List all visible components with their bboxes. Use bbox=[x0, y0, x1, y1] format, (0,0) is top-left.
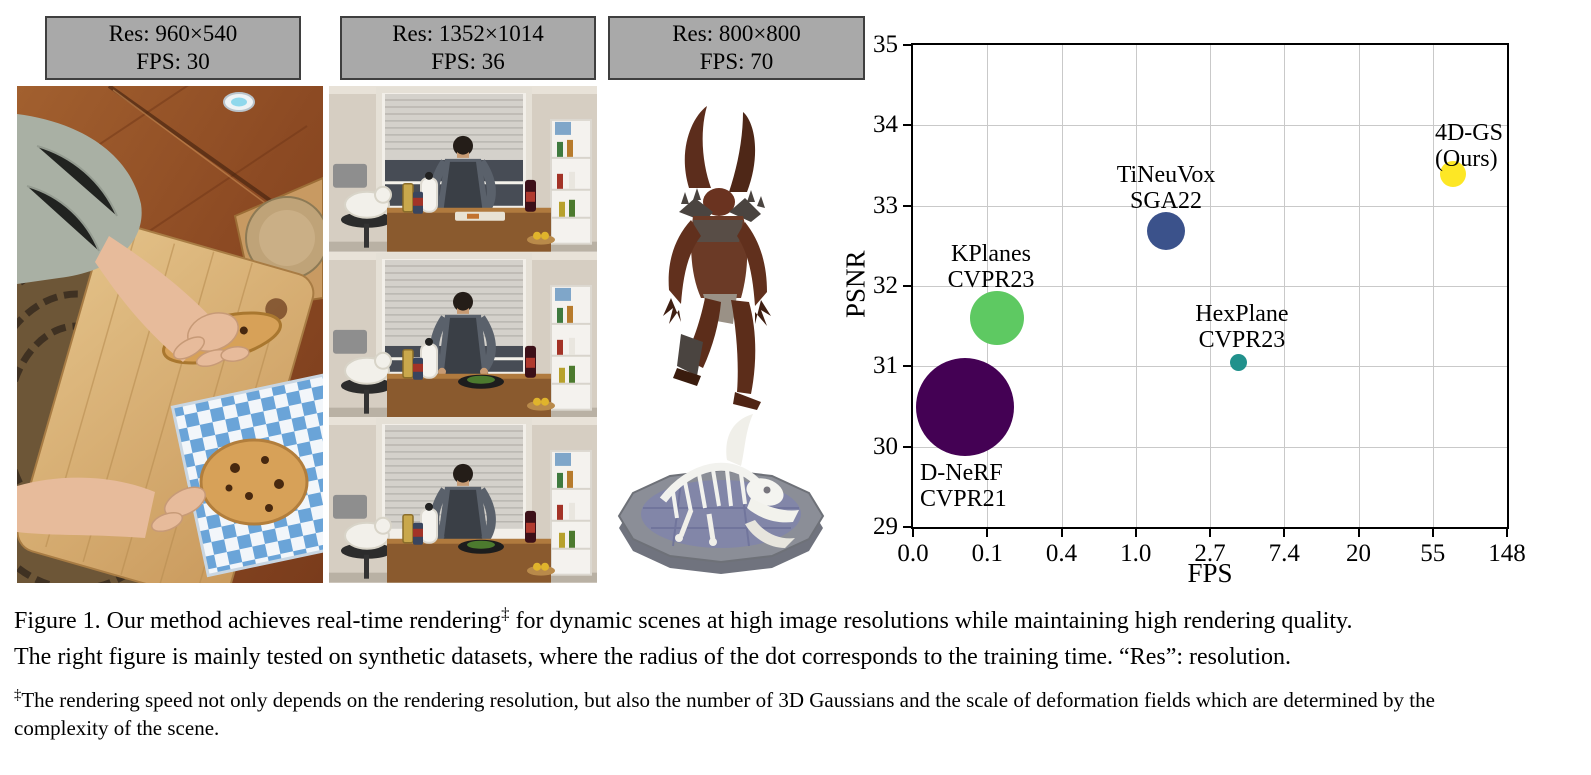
trex-skeleton bbox=[659, 414, 799, 548]
footnote-line-1: ‡The rendering speed not only depends on… bbox=[14, 687, 1435, 712]
photo-cookie-scene bbox=[17, 86, 323, 583]
y-tick-label: 32 bbox=[873, 272, 898, 299]
res-fps-box-cookie: Res: 960×540 FPS: 30 bbox=[45, 16, 301, 80]
chart-bubble-label: TiNeuVox SGA22 bbox=[1116, 162, 1216, 215]
y-tick-mark bbox=[903, 526, 911, 528]
res-label: Res: 800×800 bbox=[672, 21, 801, 46]
grid-horizontal bbox=[913, 286, 1507, 287]
cook-figure bbox=[430, 464, 496, 549]
y-tick-mark bbox=[903, 365, 911, 368]
kitchen-frame-2 bbox=[329, 251, 597, 418]
x-tick-label: 55 bbox=[1420, 540, 1446, 567]
dog-on-stool bbox=[341, 517, 393, 580]
synthetic-renders-illustration bbox=[617, 106, 825, 574]
caption-line-1: Figure 1. Our method achieves real-time … bbox=[14, 604, 1353, 634]
x-tick-mark bbox=[912, 529, 914, 537]
y-tick-mark bbox=[903, 285, 911, 287]
footnote-line-2: complexity of the scene. bbox=[14, 716, 220, 740]
fps-label: FPS: 70 bbox=[699, 49, 774, 74]
chart-bubble-label: D-NeRF CVPR21 bbox=[919, 459, 1007, 512]
chart-bubble-label: HexPlane CVPR23 bbox=[1195, 301, 1289, 354]
chart-bubble bbox=[970, 291, 1024, 346]
kitchen-illustration bbox=[329, 417, 597, 583]
x-tick-mark bbox=[1506, 529, 1508, 537]
photo-kitchen-sequence bbox=[329, 86, 597, 583]
x-tick-label: 0.0 bbox=[897, 540, 929, 567]
counter bbox=[387, 503, 555, 583]
y-tick-label: 29 bbox=[873, 513, 898, 540]
x-tick-mark bbox=[1060, 529, 1063, 537]
kitchen-frame-3 bbox=[329, 417, 597, 583]
y-tick-label: 35 bbox=[873, 31, 898, 58]
res-fps-box-kitchen: Res: 1352×1014 FPS: 36 bbox=[340, 16, 596, 80]
x-tick-label: 0.1 bbox=[971, 540, 1003, 567]
x-tick-label: 20 bbox=[1346, 540, 1371, 567]
dagger-mark: ‡ bbox=[14, 687, 22, 703]
chart-bubble bbox=[915, 357, 1014, 456]
caption-line-2: The right figure is mainly tested on syn… bbox=[14, 644, 1292, 670]
grid-horizontal bbox=[913, 205, 1507, 207]
chart-bubble bbox=[1147, 212, 1186, 251]
chart-bubble bbox=[1439, 160, 1466, 187]
side-items bbox=[333, 118, 592, 245]
counter bbox=[387, 337, 555, 418]
y-tick-label: 33 bbox=[873, 191, 898, 219]
grid-horizontal bbox=[913, 125, 1507, 127]
x-tick-label: 148 bbox=[1488, 540, 1526, 567]
fps-label: FPS: 36 bbox=[431, 49, 505, 74]
counter bbox=[387, 171, 555, 252]
sleeve-and-arms bbox=[17, 114, 250, 538]
y-tick-mark bbox=[903, 124, 911, 127]
x-axis-label: FPS bbox=[1187, 558, 1233, 588]
chart-bubble-label: KPlanes CVPR23 bbox=[947, 241, 1035, 294]
y-tick-mark bbox=[903, 445, 911, 448]
x-tick-label: 1.0 bbox=[1120, 540, 1152, 567]
bottle-cap bbox=[223, 92, 255, 112]
x-tick-mark bbox=[1431, 529, 1434, 537]
panel-synthetic-renders bbox=[597, 86, 865, 583]
x-tick-mark bbox=[986, 529, 989, 537]
fps-label: FPS: 30 bbox=[136, 49, 210, 74]
cookie-on-napkin bbox=[199, 438, 309, 526]
plot-frame bbox=[911, 43, 1509, 529]
y-tick-mark bbox=[903, 204, 911, 207]
x-tick-mark bbox=[1357, 529, 1360, 537]
chart-bubble bbox=[1230, 353, 1248, 371]
kitchen-illustration bbox=[329, 251, 597, 418]
side-items bbox=[333, 450, 592, 577]
kitchen-illustration bbox=[329, 86, 597, 252]
res-label: Res: 1352×1014 bbox=[392, 21, 544, 46]
chart-bubble-label: 4D-GS (Ours) bbox=[1434, 119, 1503, 172]
x-tick-label: 2.7 bbox=[1194, 540, 1226, 567]
x-tick-mark bbox=[1283, 529, 1286, 537]
kitchen-frame-1 bbox=[329, 86, 597, 252]
grid-horizontal bbox=[913, 446, 1507, 448]
dagger-mark: ‡ bbox=[501, 604, 510, 623]
side-items bbox=[333, 284, 592, 411]
x-tick-mark bbox=[1134, 529, 1137, 537]
y-tick-label: 30 bbox=[873, 432, 898, 460]
res-label: Res: 960×540 bbox=[108, 21, 238, 46]
cookie-scene-illustration bbox=[17, 86, 323, 583]
grid-horizontal bbox=[913, 366, 1507, 368]
x-tick-mark bbox=[1209, 529, 1211, 537]
y-tick-mark bbox=[903, 44, 911, 46]
x-tick-label: 0.4 bbox=[1045, 540, 1078, 567]
res-fps-box-synthetic: Res: 800×800 FPS: 70 bbox=[608, 16, 865, 80]
dog-on-stool bbox=[341, 185, 393, 248]
demon-figure bbox=[663, 106, 771, 410]
y-axis-label: PSNR bbox=[840, 250, 871, 318]
cook-figure bbox=[430, 291, 496, 380]
dog-on-stool bbox=[341, 351, 393, 414]
y-tick-label: 31 bbox=[873, 352, 898, 380]
x-tick-label: 7.4 bbox=[1268, 540, 1300, 567]
skeleton-on-platform bbox=[617, 414, 825, 574]
y-tick-label: 34 bbox=[873, 111, 898, 139]
